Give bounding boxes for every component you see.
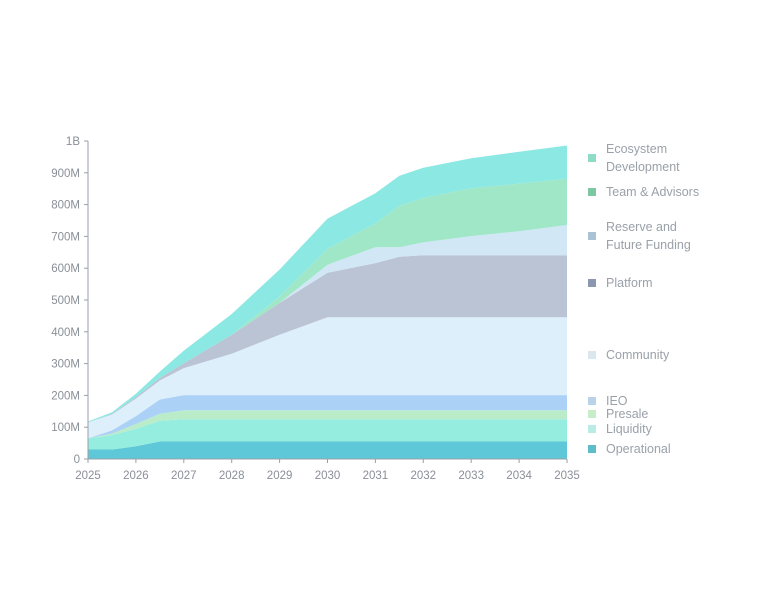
legend-swatch (588, 188, 596, 196)
legend-swatch (588, 154, 596, 162)
x-tick-label: 2029 (267, 470, 293, 482)
x-tick-label: 2030 (315, 470, 341, 482)
chart-axes: 0 100M 200M 300M 400M 500M 600M 700M 800M 900M 1B 2… (51, 136, 580, 482)
legend-swatch (588, 445, 596, 453)
legend-label: Ecosystem (606, 142, 667, 156)
y-tick-label: 400M (51, 327, 80, 339)
legend-label: Reserve and (606, 220, 677, 234)
x-tick-label: 2028 (219, 470, 245, 482)
legend-swatch (588, 397, 596, 405)
x-tick-label: 2026 (123, 470, 149, 482)
x-tick-label: 2034 (506, 470, 532, 482)
legend-swatch (588, 351, 596, 359)
area-presale (88, 410, 567, 439)
area-operational (88, 441, 567, 459)
legend-label: Presale (606, 407, 648, 421)
x-tick-label: 2031 (363, 470, 389, 482)
legend-label: Liquidity (606, 422, 653, 436)
x-tick-label: 2025 (75, 470, 101, 482)
y-tick-label: 1B (66, 136, 80, 148)
legend-item-team: Team & Advisors (588, 185, 699, 199)
x-tick-label: 2027 (171, 470, 197, 482)
legend-label: Community (606, 348, 670, 362)
legend-item-platform: Platform (588, 276, 653, 290)
legend-item-community: Community (588, 348, 670, 362)
legend-label: Development (606, 160, 680, 174)
area-community (88, 317, 567, 439)
legend-swatch (588, 410, 596, 418)
area-ieo (88, 395, 567, 439)
legend-item-ecosystem: Ecosystem Development (588, 142, 680, 174)
y-tick-label: 0 (74, 454, 80, 466)
legend-label: IEO (606, 394, 628, 408)
legend-label: Team & Advisors (606, 185, 699, 199)
area-series-group (88, 145, 567, 459)
legend-item-operational: Operational (588, 442, 671, 456)
legend-swatch (588, 279, 596, 287)
legend-item-reserve: Reserve and Future Funding (588, 220, 691, 252)
legend-item-presale: Presale (588, 407, 648, 421)
area-ecosystem-development (88, 145, 567, 423)
legend-label: Platform (606, 276, 653, 290)
y-tick-label: 900M (51, 168, 80, 180)
legend-item-liquidity: Liquidity (588, 422, 653, 436)
legend-label: Operational (606, 442, 671, 456)
area-platform (88, 255, 567, 423)
x-tick-label: 2035 (554, 470, 580, 482)
y-tick-label: 700M (51, 231, 80, 243)
area-liquidity (88, 419, 567, 450)
area-reserve-and-future-funding (88, 225, 567, 423)
area-team-advisors (88, 178, 567, 423)
chart-legend: Ecosystem Development Team & Advisors Reser… (588, 142, 699, 456)
y-tick-label: 500M (51, 295, 80, 307)
y-tick-label: 200M (51, 390, 80, 402)
legend-item-ieo: IEO (588, 394, 628, 408)
legend-label: Future Funding (606, 238, 691, 252)
y-tick-label: 800M (51, 200, 80, 212)
x-tick-label: 2032 (411, 470, 437, 482)
legend-swatch (588, 232, 596, 240)
y-tick-label: 300M (51, 359, 80, 371)
legend-swatch (588, 425, 596, 433)
y-tick-label: 600M (51, 263, 80, 275)
x-tick-label: 2033 (458, 470, 484, 482)
y-tick-label: 100M (51, 422, 80, 434)
